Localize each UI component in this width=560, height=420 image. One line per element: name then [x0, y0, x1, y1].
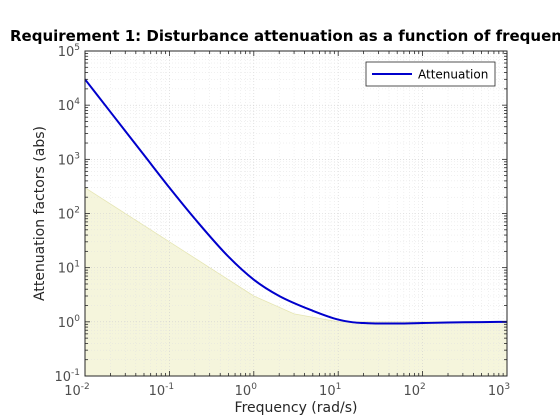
legend: Attenuation [365, 61, 496, 87]
x-tick-label: 101 [319, 382, 341, 399]
chart-title: Requirement 1: Disturbance attenuation a… [10, 27, 560, 45]
series-line-0 [84, 78, 508, 325]
y-tick-label: 104 [58, 97, 81, 114]
x-tick-label: 102 [403, 382, 425, 399]
y-tick-label: 101 [58, 260, 80, 277]
y-tick-label: 10-1 [54, 368, 80, 385]
shaded-region [85, 187, 507, 376]
x-tick-label: 10-1 [149, 382, 175, 399]
x-tick-label: 10-2 [64, 382, 90, 399]
legend-label: Attenuation [418, 68, 488, 82]
x-tick-label: 100 [235, 382, 258, 399]
y-tick-label: 105 [58, 43, 80, 60]
x-axis-label: Frequency (rad/s) [235, 400, 358, 416]
x-tick-label: 103 [488, 382, 510, 399]
y-tick-label: 102 [58, 206, 80, 223]
y-axis-label: Attenuation factors (abs) [32, 126, 48, 301]
y-tick-label: 103 [58, 151, 80, 168]
y-tick-label: 100 [58, 314, 81, 331]
